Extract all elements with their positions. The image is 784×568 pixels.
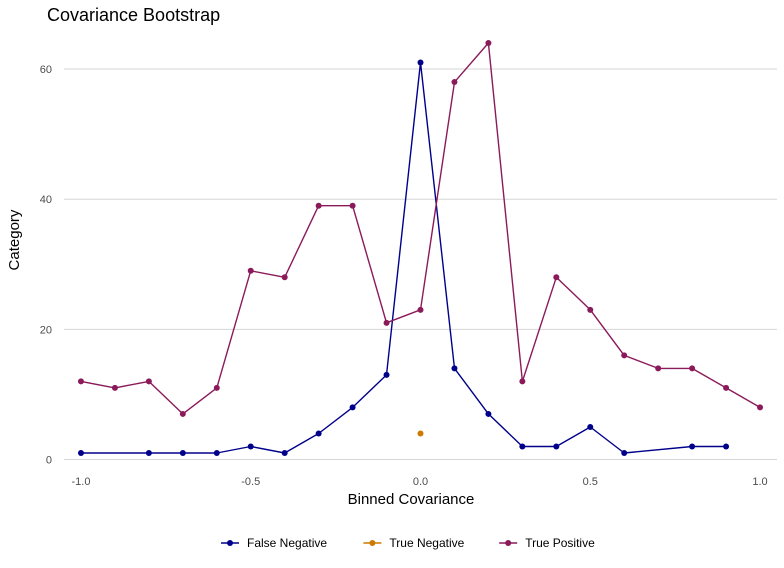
y-tick-label: 20 <box>40 324 52 336</box>
data-point-true-positive <box>417 306 424 313</box>
data-point-true-positive <box>349 202 356 209</box>
x-tick-label: 1.0 <box>752 476 767 488</box>
data-point-true-positive <box>77 378 84 385</box>
y-tick-labels: 0 20 40 60 <box>40 64 52 466</box>
series-true-negative <box>417 430 424 437</box>
legend-item-true-negative: True Negative <box>363 536 465 550</box>
data-point-false-negative <box>349 404 356 411</box>
data-point-true-positive <box>587 306 594 313</box>
legend-item-true-positive: True Positive <box>499 536 595 550</box>
data-point-false-negative <box>213 449 220 456</box>
data-point-false-negative <box>689 443 696 450</box>
y-axis-title: Category <box>6 209 23 270</box>
data-point-false-negative <box>553 443 560 450</box>
data-point-true-positive <box>145 378 152 385</box>
legend-label: False Negative <box>247 536 327 550</box>
legend-item-false-negative: False Negative <box>221 536 327 550</box>
legend-label: True Negative <box>389 536 464 550</box>
data-point-true-positive <box>281 274 288 281</box>
series-true-positive <box>77 40 764 417</box>
legend-label: True Positive <box>525 536 595 550</box>
x-tick-label: -0.5 <box>241 476 260 488</box>
data-point-false-negative <box>247 443 254 450</box>
series-layer <box>77 40 764 456</box>
data-point-true-positive <box>621 352 628 359</box>
data-point-true-positive <box>655 365 662 372</box>
data-point-true-positive <box>315 202 322 209</box>
data-point-false-negative <box>77 449 84 456</box>
data-point-false-negative <box>315 430 322 437</box>
data-point-false-negative <box>485 410 492 417</box>
data-point-false-negative <box>621 449 628 456</box>
data-point-false-negative <box>417 59 424 66</box>
y-tick-label: 40 <box>40 194 52 206</box>
data-point-true-positive <box>757 404 764 411</box>
data-point-false-negative <box>145 449 152 456</box>
legend-key-point <box>227 540 233 546</box>
data-point-true-positive <box>383 319 390 326</box>
x-tick-label: -1.0 <box>71 476 90 488</box>
data-point-true-positive <box>179 410 186 417</box>
x-tick-label: 0.0 <box>413 476 428 488</box>
data-point-true-positive <box>689 365 696 372</box>
legend-key-point <box>505 540 512 546</box>
data-point-false-negative <box>451 365 458 372</box>
series-line-true-positive <box>80 42 761 415</box>
data-point-true-positive <box>111 384 118 391</box>
data-point-false-negative <box>383 371 390 378</box>
data-point-false-negative <box>723 443 730 450</box>
data-point-true-positive <box>519 378 526 385</box>
data-point-false-negative <box>587 423 594 430</box>
x-tick-labels: -1.0 -0.5 0.0 0.5 1.0 <box>71 476 767 488</box>
grid-lines <box>64 68 777 460</box>
data-point-false-negative <box>281 449 288 456</box>
y-tick-label: 60 <box>40 64 52 76</box>
data-point-true-positive <box>553 274 560 281</box>
x-axis-title: Binned Covariance <box>348 491 475 508</box>
series-false-negative <box>77 59 730 456</box>
data-point-true-positive <box>213 384 220 391</box>
legend: False Negative True Negative True Positive <box>221 536 595 550</box>
x-tick-label: 0.5 <box>583 476 598 488</box>
legend-key-point <box>369 540 376 546</box>
data-point-true-positive <box>247 267 254 274</box>
data-point-true-positive <box>485 40 492 47</box>
data-point-true-positive <box>723 384 730 391</box>
data-point-true-negative <box>417 430 424 437</box>
data-point-true-positive <box>451 79 458 86</box>
y-tick-label: 0 <box>46 454 52 466</box>
data-point-false-negative <box>179 449 186 456</box>
series-line-false-negative <box>81 61 727 454</box>
data-point-false-negative <box>519 443 526 450</box>
chart-title: Covariance Bootstrap <box>47 5 220 25</box>
